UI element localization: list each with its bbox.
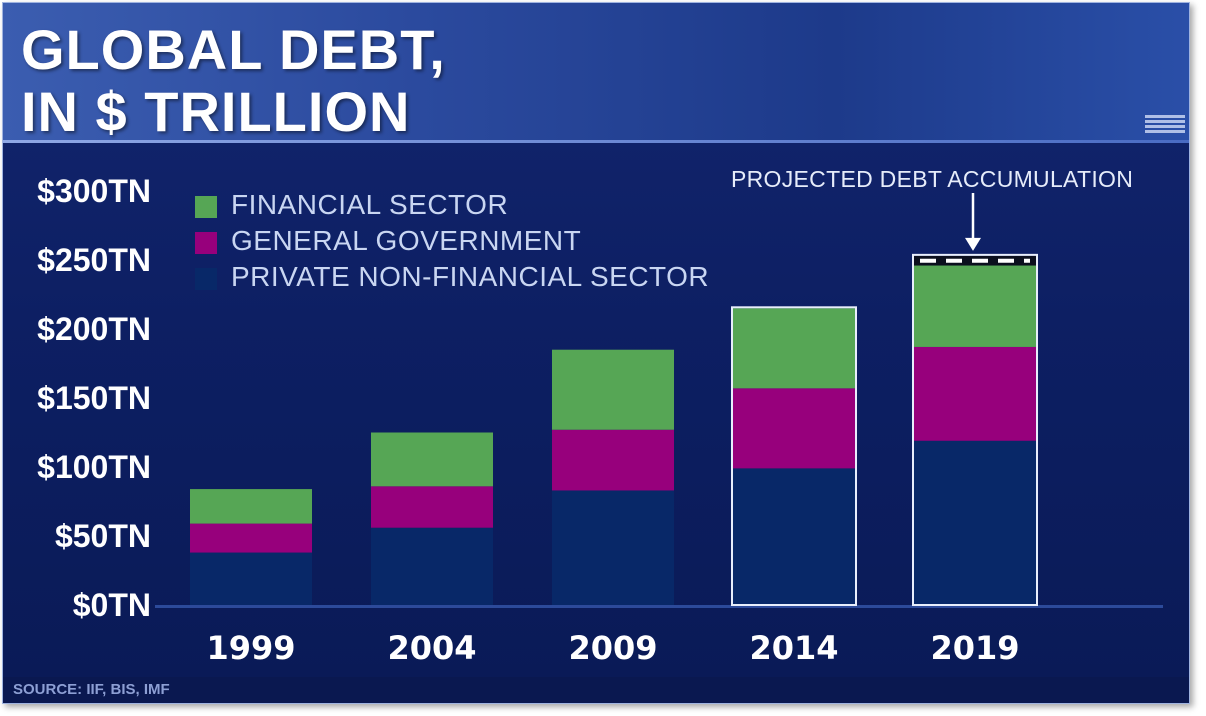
bar-segment-private — [552, 490, 674, 605]
bar-segment-private — [914, 440, 1036, 605]
x-tick-label: 1999 — [206, 629, 295, 667]
bar-segment-private — [733, 468, 855, 605]
x-tick-label: 2019 — [930, 629, 1019, 667]
annotation-arrow-head — [965, 237, 981, 251]
bar-segment-private — [371, 527, 493, 605]
bar-segment-government — [371, 486, 493, 528]
bar-segment-government — [914, 346, 1036, 441]
x-axis-line — [155, 605, 1163, 608]
bar-segment-government — [190, 523, 312, 553]
legend-label-private: PRIVATE NON-FINANCIAL SECTOR — [231, 261, 710, 292]
y-tick-label: $300TN — [37, 173, 151, 209]
legend-label-government: GENERAL GOVERNMENT — [231, 225, 582, 256]
bar-segment-government — [552, 429, 674, 491]
legend-label-financial: FINANCIAL SECTOR — [231, 189, 509, 220]
title-band: GLOBAL DEBT, IN $ TRILLION — [3, 3, 1189, 143]
bar-segment-financial — [552, 349, 674, 430]
bar-outline — [912, 253, 1038, 607]
legend-swatch-government — [195, 232, 217, 254]
bar-segment-government — [733, 388, 855, 469]
bar-segment-financial — [371, 432, 493, 487]
y-tick-label: $200TN — [37, 311, 151, 347]
bar-segment-financial — [914, 265, 1036, 347]
chart-plot: $0TN $50TN $100TN $150TN $200TN $250TN $300TN 1… — [37, 173, 1163, 667]
chart-title-line-1: GLOBAL DEBT, — [21, 18, 446, 81]
footer-bar: SOURCE: IIF, BIS, IMF — [3, 677, 1189, 703]
y-tick-label: $0TN — [73, 587, 151, 623]
legend-swatch-financial — [195, 196, 217, 218]
bar-outline — [731, 306, 857, 606]
bar-segment-financial — [733, 308, 855, 389]
projected-annotation-label: PROJECTED DEBT ACCUMULATION — [731, 166, 1134, 192]
x-tick-label: 2014 — [749, 629, 838, 667]
y-tick-label: $250TN — [37, 242, 151, 278]
legend-swatch-private — [195, 268, 217, 290]
x-tick-label: 2004 — [387, 629, 476, 667]
chart-title-line-2: IN $ TRILLION — [21, 80, 411, 143]
chart-frame: GLOBAL DEBT, IN $ TRILLION $0TN $50TN $100… — [2, 2, 1190, 704]
source-note: SOURCE: IIF, BIS, IMF — [13, 681, 170, 698]
y-tick-label: $100TN — [37, 449, 151, 485]
bar-segment-private — [190, 552, 312, 605]
bar-segment-financial — [190, 489, 312, 524]
x-tick-label: 2009 — [568, 629, 657, 667]
decorative-stripes — [1145, 115, 1185, 139]
y-tick-label: $50TN — [55, 518, 151, 554]
y-tick-label: $150TN — [37, 380, 151, 416]
